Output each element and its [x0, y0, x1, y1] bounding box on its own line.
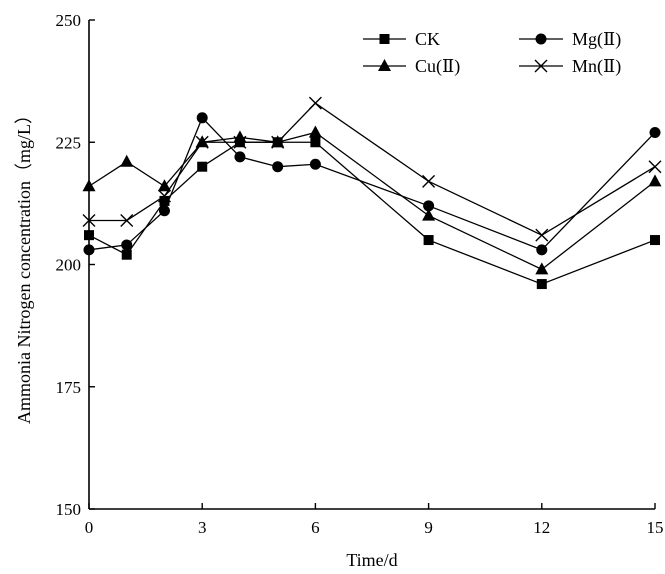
data-point-triangle-marker — [535, 262, 549, 275]
data-point-x-marker — [422, 174, 436, 188]
x-tick-label: 3 — [198, 518, 207, 537]
data-point-square-marker — [423, 235, 434, 246]
data-point-triangle-marker — [157, 179, 171, 192]
data-point-x-marker — [195, 135, 209, 149]
data-point-triangle-marker — [271, 135, 285, 148]
y-tick-label: 200 — [56, 256, 82, 275]
data-point-triangle-marker — [308, 125, 322, 138]
data-point-triangle-marker — [195, 135, 209, 148]
data-point-x-marker — [120, 213, 134, 227]
x-axis-title: Time/d — [346, 550, 397, 570]
x-tick-label: 12 — [533, 518, 550, 537]
legend-entry: CK — [363, 29, 440, 49]
data-point-triangle-marker — [82, 179, 96, 192]
series-line — [88, 116, 656, 251]
data-point-circle-marker — [158, 205, 170, 217]
legend-entry: Mn(Ⅱ) — [519, 56, 621, 77]
y-tick-label: 150 — [56, 500, 82, 519]
data-point-x-marker — [82, 213, 96, 227]
y-ticks: 150 175 200 225 250 — [56, 11, 95, 519]
legend-triangle-marker — [378, 59, 391, 71]
data-point-square-marker — [159, 195, 170, 206]
axes — [88, 20, 655, 510]
series-circle — [83, 112, 661, 256]
series-line — [89, 102, 656, 236]
legend-label: Mn(Ⅱ) — [572, 56, 621, 77]
series-line — [88, 141, 656, 285]
data-point-circle-marker — [234, 151, 246, 163]
data-point-circle-marker — [649, 126, 661, 138]
x-tick-label: 15 — [647, 518, 664, 537]
data-point-square-marker — [84, 230, 94, 241]
series-x — [82, 96, 662, 242]
legend-label: Cu(Ⅱ) — [415, 56, 460, 77]
series-line — [88, 131, 656, 271]
data-point-circle-marker — [196, 112, 208, 124]
x-tick-label: 0 — [85, 518, 94, 537]
legend-entry: Cu(Ⅱ) — [363, 56, 460, 77]
y-axis-title: Ammonia Nitrogen concentration（mg/L） — [14, 106, 34, 424]
data-point-square-marker — [650, 235, 660, 246]
data-point-square-marker — [536, 279, 547, 290]
data-point-circle-marker — [83, 244, 95, 256]
legend-circle-marker — [535, 33, 547, 45]
data-point-circle-marker — [423, 200, 435, 212]
data-point-x-marker — [308, 96, 322, 110]
y-tick-label: 225 — [56, 133, 82, 152]
data-point-circle-marker — [536, 244, 548, 256]
data-point-triangle-marker — [648, 174, 662, 187]
x-ticks: 0 3 6 9 12 15 — [85, 503, 664, 537]
x-tick-label: 6 — [311, 518, 320, 537]
legend-entry: Mg(Ⅱ) — [519, 29, 621, 50]
series-group — [82, 96, 662, 290]
legend: CK Mg(Ⅱ) Cu(Ⅱ) Mn(Ⅱ) — [363, 29, 621, 77]
legend-label: CK — [415, 29, 440, 49]
y-tick-label: 250 — [56, 11, 82, 30]
data-point-x-marker — [535, 228, 549, 242]
data-point-circle-marker — [272, 161, 284, 173]
x-tick-label: 9 — [424, 518, 433, 537]
data-point-x-marker — [233, 135, 247, 149]
data-point-triangle-marker — [233, 130, 247, 143]
data-point-circle-marker — [309, 158, 321, 170]
data-point-square-marker — [197, 161, 208, 172]
y-tick-label: 175 — [56, 378, 82, 397]
data-point-x-marker — [157, 189, 171, 203]
data-point-circle-marker — [121, 239, 133, 251]
data-point-x-marker — [271, 135, 285, 149]
legend-x-marker — [534, 59, 548, 73]
data-point-x-marker — [648, 160, 662, 174]
data-point-triangle-marker — [422, 208, 436, 221]
series-square — [84, 137, 660, 290]
legend-square-marker — [379, 34, 390, 44]
data-point-square-marker — [121, 249, 132, 260]
legend-label: Mg(Ⅱ) — [572, 29, 621, 50]
data-point-square-marker — [310, 137, 321, 148]
data-point-triangle-marker — [120, 154, 134, 167]
